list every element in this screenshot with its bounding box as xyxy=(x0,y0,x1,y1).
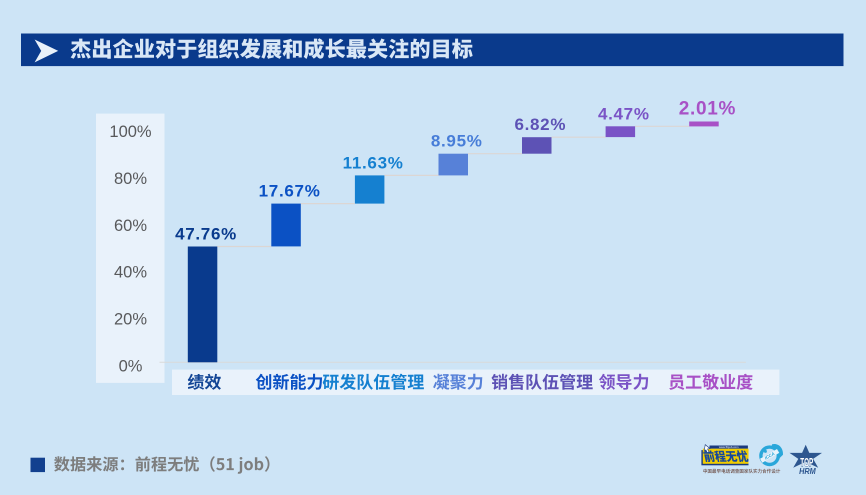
svg-text:4.47%: 4.47% xyxy=(598,104,650,123)
svg-text:www.51job.com: www.51job.com xyxy=(719,445,739,449)
svg-text:6.82%: 6.82% xyxy=(514,115,566,134)
svg-text:2.01%: 2.01% xyxy=(679,99,736,120)
svg-text:60%: 60% xyxy=(114,217,147,235)
svg-text:20%: 20% xyxy=(114,311,147,329)
svg-text:17.67%: 17.67% xyxy=(259,182,321,201)
svg-text:11.63%: 11.63% xyxy=(343,153,404,172)
svg-text:8.95%: 8.95% xyxy=(431,132,483,151)
svg-text:47.76%: 47.76% xyxy=(175,225,237,244)
svg-text:40%: 40% xyxy=(114,264,147,282)
svg-text:ICCA: ICCA xyxy=(764,451,776,461)
svg-text:80%: 80% xyxy=(114,170,147,188)
svg-text:TOP: TOP xyxy=(800,457,813,469)
svg-text:100%: 100% xyxy=(109,123,152,141)
svg-text:0%: 0% xyxy=(119,357,143,375)
svg-text:HRM: HRM xyxy=(799,466,816,476)
